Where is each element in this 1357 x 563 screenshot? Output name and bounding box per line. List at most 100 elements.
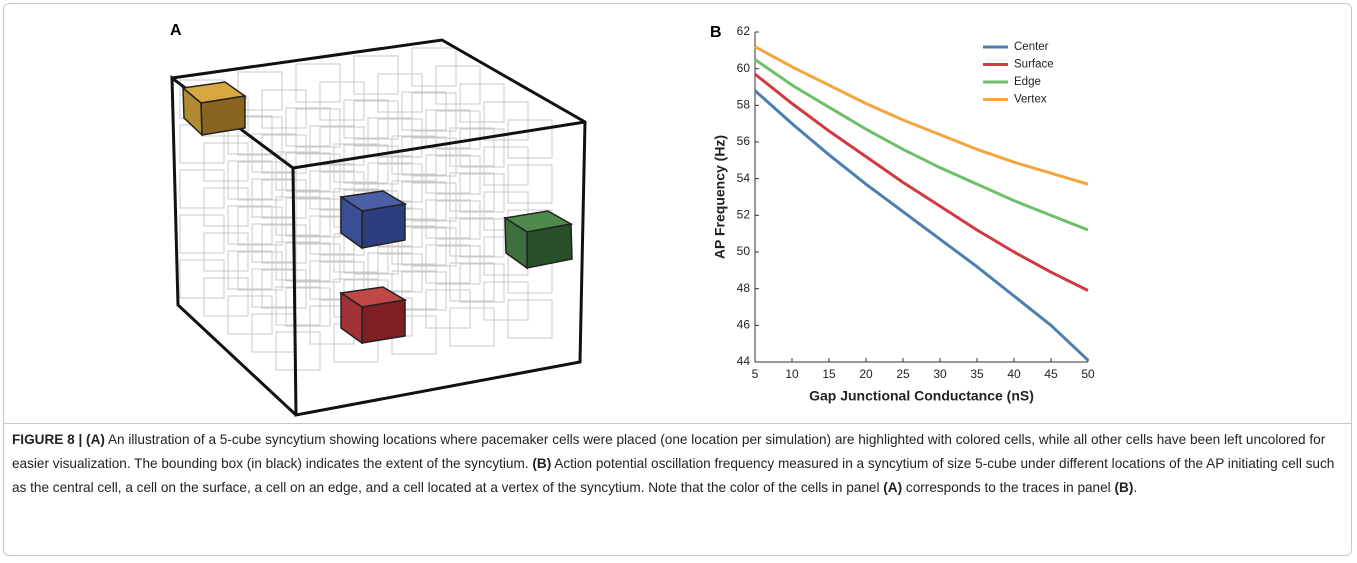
series-line [754,45,1089,186]
cube-grid [179,47,553,371]
grid-cell [275,331,321,371]
grid-cell [507,164,553,204]
grid-cell [449,127,495,167]
grid-cell [449,307,495,347]
grid-cell [367,117,413,157]
series-line [754,89,1090,362]
grid-cell [251,313,297,353]
panel-label: B [710,24,722,41]
grid-cell [227,160,273,200]
grid-cell [251,178,297,218]
grid-cell [319,81,365,121]
grid-cell [391,225,437,265]
grid-cell [227,295,273,335]
caption-bold: FIGURE 8 | (A) [12,432,105,447]
grid-cell [391,135,437,175]
grid-cell [435,65,481,105]
x-tick-label: 45 [1044,367,1058,381]
grid-cell [507,299,553,339]
x-tick-label: 15 [822,367,836,381]
grid-cell [377,73,423,113]
caption-text: An illustration of a 5-cube syncytium sh… [12,432,1326,471]
grid-cell [309,125,355,165]
caption-bold: (A) [883,480,903,495]
y-tick-label: 50 [737,244,751,258]
cell-center [338,190,408,250]
grid-cell [203,277,249,317]
x-tick-label: 20 [859,367,873,381]
caption-bold: (B) [1114,480,1134,495]
y-axis-label: AP Frequency (Hz) [712,135,728,259]
figure-frame [3,3,1352,556]
grid-cell [449,217,495,257]
grid-cell [275,151,321,191]
grid-cell [275,196,321,236]
legend-label: Vertex [1014,94,1047,106]
series-line [754,58,1089,232]
cell-vertex [181,81,247,137]
grid-cell [449,262,495,302]
grid-cell [261,89,307,129]
grid-cell [251,223,297,263]
grid-cell [179,214,225,254]
x-axis-label: Gap Junctional Conductance (nS) [809,388,1034,404]
grid-cell [507,119,553,159]
chart: 44 46 48 50 52 54 56 58 60 62 5 10 15 20 25 30 35 40 45 50 G… [712,24,1095,404]
grid-cell [179,259,225,299]
y-tick-label: 58 [737,98,751,112]
caption-text: Action potential oscillation frequency m… [12,456,1335,495]
caption: FIGURE 8 | (A) An illustration of a 5-cu… [12,428,1342,500]
y-tick-label: 52 [737,208,751,222]
x-tick-label: 40 [1007,367,1021,381]
y-tick-label: 62 [737,24,751,38]
grid-cell [203,232,249,272]
x-tick-label: 35 [970,367,984,381]
grid-cell [411,47,457,87]
legend-label: Edge [1014,76,1041,88]
x-tick-label: 50 [1081,367,1095,381]
legend-label: Surface [1014,59,1054,71]
x-tick-label: 10 [785,367,799,381]
y-tick-label: 56 [737,134,751,148]
caption-bold: (B) [532,456,552,471]
x-tick-label: 30 [933,367,947,381]
cell-edge [502,210,574,270]
grid-cell [449,172,495,212]
y-tick-label: 54 [737,171,751,185]
grid-cell [425,109,471,149]
y-tick-label: 44 [737,354,751,368]
y-tick-label: 48 [737,281,751,295]
grid-cell [353,55,399,95]
x-tick-label: 5 [752,367,759,381]
x-tick-label: 25 [896,367,910,381]
grid-cell [179,169,225,209]
grid-cell [203,142,249,182]
grid-cell [227,115,273,155]
grid-cell [251,268,297,308]
y-tick-label: 46 [737,318,751,332]
grid-cell [227,205,273,245]
y-tick-label: 60 [737,61,751,75]
grid-cell [295,63,341,103]
series-line [754,72,1089,292]
caption-text: . [1133,480,1138,495]
grid-cell [275,241,321,281]
grid-cell [483,101,529,141]
grid-cell [401,91,447,131]
grid-cell [203,187,249,227]
panel-label: A [170,22,182,39]
grid-cell [275,286,321,326]
grid-cell [251,133,297,173]
separator [3,423,1352,424]
bounding-box [170,38,587,417]
grid-cell [391,270,437,310]
legend-label: Center [1014,41,1049,53]
caption-text: corresponds to the traces in panel [902,480,1115,495]
grid-cell [343,99,389,139]
cell-surface [338,286,408,345]
grid-cell [285,107,331,147]
grid-cell [227,250,273,290]
grid-cell [459,83,505,123]
